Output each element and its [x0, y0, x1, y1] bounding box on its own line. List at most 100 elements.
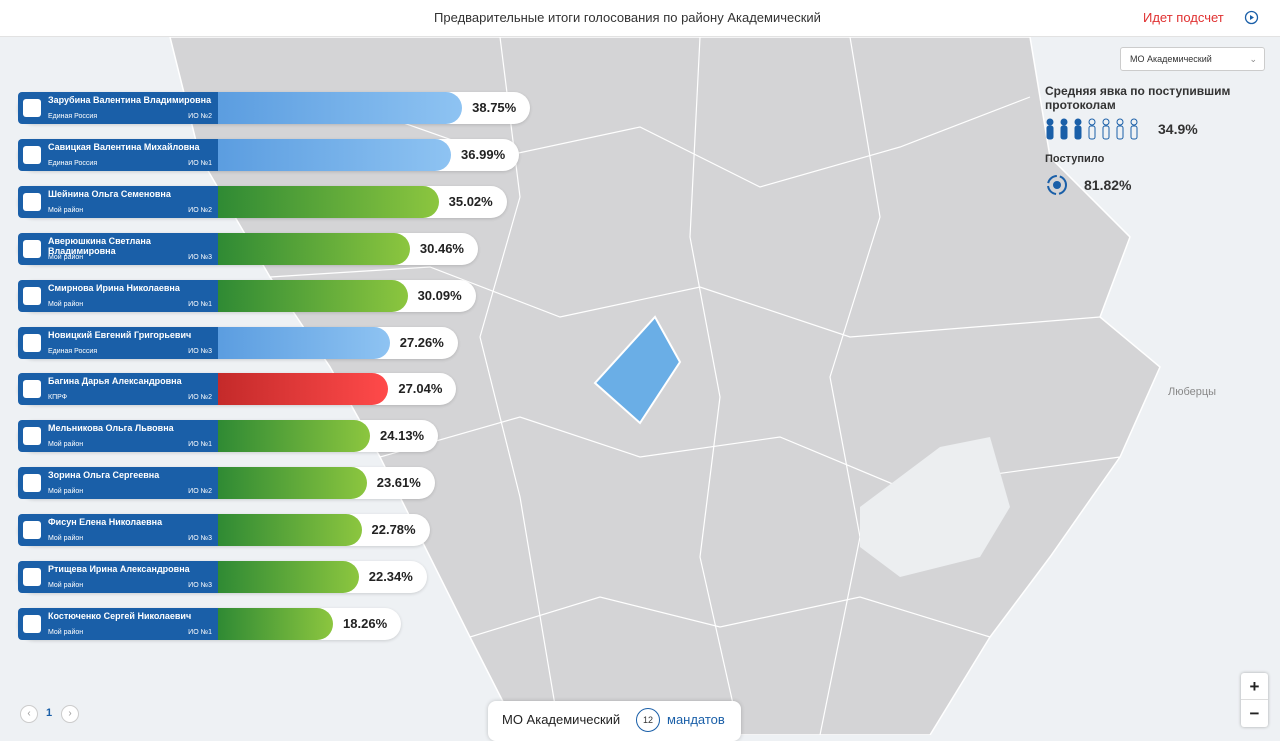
- zoom-in[interactable]: +: [1241, 673, 1268, 700]
- candidate-row: Смирнова Ирина Николаевна Мой район ИО №1 3…: [18, 279, 476, 312]
- candidate-district: ИО №1: [188, 441, 212, 449]
- candidate-label: Савицкая Валентина Михайловна Единая Росс…: [18, 138, 218, 171]
- prev-page[interactable]: ‹: [20, 705, 38, 723]
- candidate-name: Ртищева Ирина Александровна: [48, 564, 190, 574]
- bar: [218, 561, 359, 593]
- candidate-label: Фисун Елена Николаевна Мой район ИО №3: [18, 514, 218, 547]
- zoom-out[interactable]: −: [1249, 704, 1260, 723]
- bar: [218, 467, 367, 500]
- candidate-row: Багина Дарья Александровна КПРФ ИО №2 27.04…: [18, 373, 457, 406]
- candidate-party: КПРФ: [48, 394, 68, 402]
- turnout-value: 34.9%: [1158, 121, 1198, 137]
- candidate-party: Мой район: [48, 628, 84, 636]
- candidate-party: Единая Россия: [48, 347, 98, 355]
- percent-label: 24.13%: [380, 428, 425, 444]
- candidate-district: ИО №3: [188, 347, 212, 355]
- map-selected[interactable]: [593, 315, 682, 425]
- candidate-name: Шейнина Ольга Семеновна: [48, 188, 171, 199]
- candidate-label: Смирнова Ирина Николаевна Мой район ИО №1: [18, 279, 218, 312]
- percent-label: 18.26%: [343, 615, 388, 631]
- candidate-label: Аверюшкина Светлана Владимировна Мой райо…: [18, 232, 218, 265]
- candidate-name: Зорина Ольга Сергеевна: [48, 470, 160, 481]
- candidate-party: Мой район: [48, 488, 84, 496]
- candidate-party: Мой район: [48, 582, 84, 589]
- bar: [218, 185, 439, 218]
- map-place: Люберцы: [1168, 386, 1216, 398]
- party-logo: [23, 286, 41, 305]
- candidate-name: Савицкая Валентина Михайловна: [48, 141, 200, 152]
- candidate-party: Мой район: [48, 253, 84, 261]
- candidate-district: ИО №1: [188, 628, 212, 636]
- party-logo: [23, 427, 41, 446]
- percent-label: 27.04%: [398, 381, 443, 397]
- zoom-control: + −: [1241, 673, 1268, 727]
- candidate-name: Новицкий Евгений Григорьевич: [48, 329, 192, 340]
- percent-label: 22.34%: [368, 569, 413, 584]
- candidate-party: Мой район: [48, 535, 84, 543]
- bar: [218, 92, 463, 124]
- candidate-district: ИО №1: [188, 159, 212, 167]
- candidate-name: Костюченко Сергей Николаевич: [48, 610, 192, 621]
- candidate-district: ИО №2: [188, 488, 212, 496]
- candidate-label: Ртищева Ирина Александровна Мой район ИО №…: [18, 561, 218, 593]
- candidate-district: ИО №3: [188, 535, 212, 543]
- party-logo: [23, 474, 41, 493]
- party-logo: [23, 99, 41, 117]
- map-park: [860, 437, 1010, 577]
- candidate-row: Шейнина Ольга Семеновна Мой район ИО №2 35.…: [18, 185, 507, 218]
- bar: [218, 326, 390, 359]
- candidate-name: Зарубина Валентина Владимировна: [48, 95, 212, 105]
- candidate-label: Костюченко Сергей Николаевич Мой район ИО …: [18, 607, 218, 640]
- footer-box: МО Академический 12 мандатов: [488, 701, 741, 741]
- page-number[interactable]: 1: [46, 707, 53, 719]
- candidate-name: Багина Дарья Александровна: [48, 376, 182, 387]
- candidate-name: Аверюшкина Светлана Владимировна: [48, 235, 151, 256]
- received-value: 81.82%: [1084, 177, 1132, 193]
- bar: [218, 607, 334, 640]
- dropdown[interactable]: МО Академический ⌄: [1120, 47, 1265, 71]
- candidate-row: Мельникова Ольга Львовна Мой район ИО №1 24…: [18, 420, 439, 453]
- candidate-district: ИО №3: [188, 253, 212, 261]
- percent-label: 22.78%: [371, 522, 416, 538]
- percent-label: 35.02%: [448, 193, 493, 209]
- party-logo: [23, 192, 41, 211]
- candidate-district: ИО №1: [188, 300, 212, 308]
- candidate-row: Зарубина Валентина Владимировна Единая Ро…: [18, 92, 531, 124]
- candidate-label: Зарубина Валентина Владимировна Единая Ро…: [18, 92, 218, 124]
- candidate-district: ИО №2: [188, 394, 212, 402]
- candidate-party: Мой район: [48, 206, 84, 214]
- candidate-label: Багина Дарья Александровна КПРФ ИО №2: [18, 373, 218, 406]
- candidate-district: ИО №3: [188, 582, 212, 589]
- candidate-party: Мой район: [48, 300, 84, 308]
- party-logo: [23, 145, 41, 164]
- footer-district: МО Академический: [502, 712, 621, 727]
- bar: [218, 514, 362, 547]
- dropdown-value: МО Академический: [1130, 54, 1212, 64]
- party-logo: [23, 380, 41, 399]
- candidate-label: Мельникова Ольга Львовна Мой район ИО №1: [18, 420, 218, 453]
- bar: [218, 279, 408, 312]
- play-button[interactable]: [1244, 10, 1259, 25]
- candidate-label: Новицкий Евгений Григорьевич Единая Росси…: [18, 326, 218, 359]
- party-logo: [23, 568, 41, 586]
- percent-label: 36.99%: [461, 146, 506, 162]
- candidate-row: Савицкая Валентина Михайловна Единая Росс…: [18, 138, 520, 171]
- party-logo: [23, 614, 41, 633]
- candidate-row: Костюченко Сергей Николаевич Мой район ИО …: [18, 607, 402, 640]
- candidate-party: Единая Россия: [48, 113, 98, 120]
- bar: [218, 232, 410, 265]
- candidate-party: Мой район: [48, 441, 84, 449]
- candidate-label: Зорина Ольга Сергеевна Мой район ИО №2: [18, 467, 218, 500]
- percent-label: 30.09%: [417, 287, 462, 303]
- mandates-label: мандатов: [667, 712, 725, 727]
- candidate-row: Ртищева Ирина Александровна Мой район ИО №…: [18, 561, 427, 593]
- turnout-icons: [1046, 118, 1138, 140]
- candidate-row: Зорина Ольга Сергеевна Мой район ИО №2 23.6…: [18, 467, 435, 500]
- candidate-name: Смирнова Ирина Николаевна: [48, 282, 180, 293]
- candidate-district: ИО №2: [188, 206, 212, 214]
- next-page[interactable]: ›: [61, 705, 79, 723]
- bar: [218, 420, 371, 453]
- candidate-row: Фисун Елена Николаевна Мой район ИО №3 22.7…: [18, 514, 430, 547]
- candidate-name: Фисун Елена Николаевна: [48, 517, 163, 528]
